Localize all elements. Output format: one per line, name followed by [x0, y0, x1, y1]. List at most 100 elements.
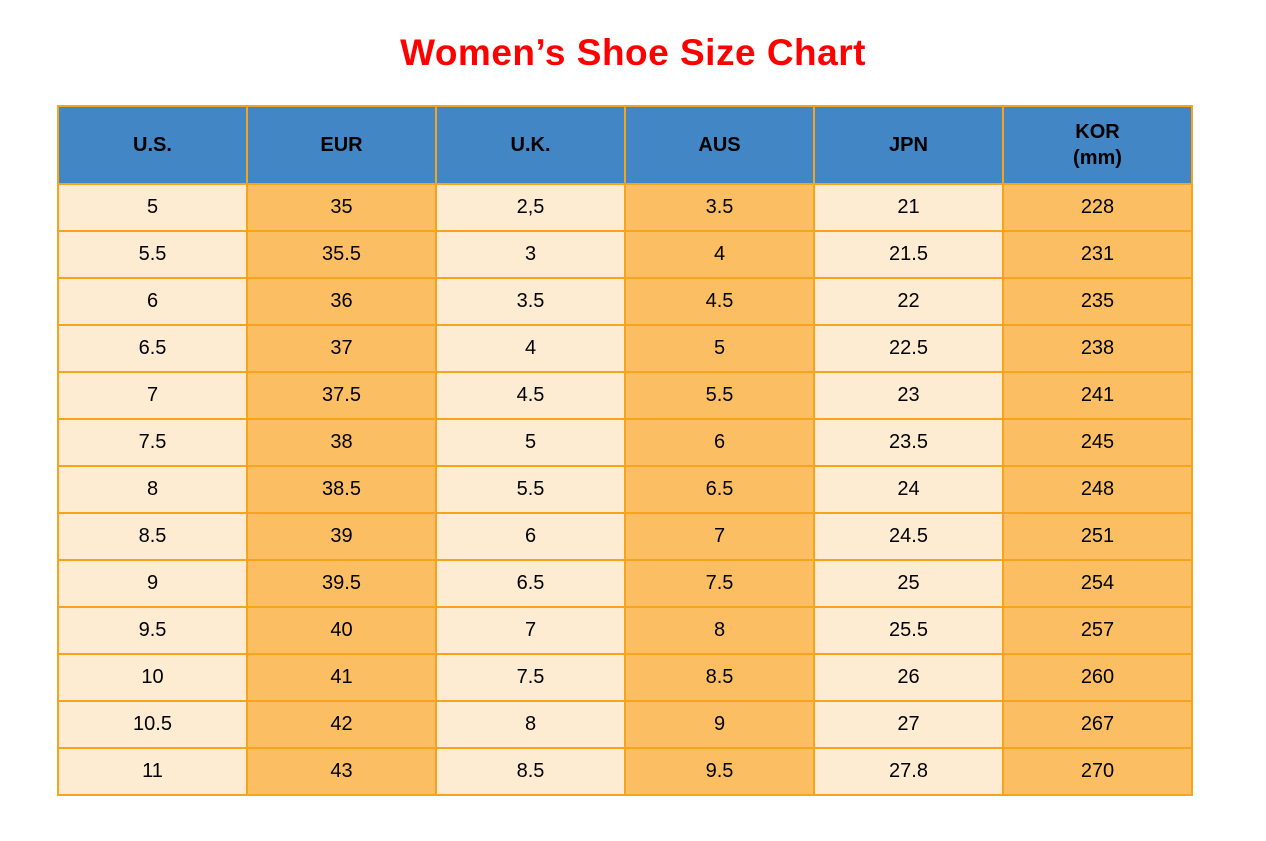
- size-cell: 27: [813, 700, 1004, 749]
- size-cell: 9.5: [57, 606, 248, 655]
- size-cell: 11: [57, 747, 248, 796]
- column-header-aus: AUS: [624, 105, 815, 185]
- size-cell: 270: [1002, 747, 1193, 796]
- size-cell: 37.5: [246, 371, 437, 420]
- table-row: 7.5 38 5 6 23.5 245: [57, 418, 1193, 467]
- size-cell: 35: [246, 183, 437, 232]
- size-cell: 6.5: [57, 324, 248, 373]
- table-header: U.S. EUR U.K. AUS JPN KOR (mm): [57, 105, 1193, 185]
- size-cell: 254: [1002, 559, 1193, 608]
- size-cell: 6.5: [624, 465, 815, 514]
- column-header-kor: KOR (mm): [1002, 105, 1193, 185]
- size-cell: 3: [435, 230, 626, 279]
- size-cell: 23: [813, 371, 1004, 420]
- header-row: U.S. EUR U.K. AUS JPN KOR (mm): [57, 105, 1193, 185]
- table-row: 5 35 2,5 3.5 21 228: [57, 183, 1193, 232]
- table-row: 9 39.5 6.5 7.5 25 254: [57, 559, 1193, 608]
- table-row: 8.5 39 6 7 24.5 251: [57, 512, 1193, 561]
- size-cell: 39.5: [246, 559, 437, 608]
- size-cell: 8: [624, 606, 815, 655]
- column-header-jpn: JPN: [813, 105, 1004, 185]
- size-cell: 40: [246, 606, 437, 655]
- size-cell: 24.5: [813, 512, 1004, 561]
- table-row: 6 36 3.5 4.5 22 235: [57, 277, 1193, 326]
- column-header-uk: U.K.: [435, 105, 626, 185]
- size-cell: 228: [1002, 183, 1193, 232]
- table-row: 10.5 42 8 9 27 267: [57, 700, 1193, 749]
- size-cell: 238: [1002, 324, 1193, 373]
- size-cell: 8: [57, 465, 248, 514]
- size-cell: 7.5: [435, 653, 626, 702]
- size-cell: 10.5: [57, 700, 248, 749]
- size-cell: 7: [624, 512, 815, 561]
- size-cell: 235: [1002, 277, 1193, 326]
- column-header-label: EUR: [320, 133, 363, 156]
- table-row: 6.5 37 4 5 22.5 238: [57, 324, 1193, 373]
- table-row: 10 41 7.5 8.5 26 260: [57, 653, 1193, 702]
- size-cell: 5.5: [624, 371, 815, 420]
- column-header-label: AUS: [698, 133, 741, 156]
- size-table-body: 5 35 2,5 3.5 21 228 5.5 35.5 3 4 21.5 231 6 36 3.5 4.5 2…: [57, 183, 1193, 796]
- size-cell: 23.5: [813, 418, 1004, 467]
- size-cell: 42: [246, 700, 437, 749]
- size-cell: 257: [1002, 606, 1193, 655]
- size-cell: 4.5: [435, 371, 626, 420]
- table-row: 9.5 40 7 8 25.5 257: [57, 606, 1193, 655]
- size-cell: 241: [1002, 371, 1193, 420]
- size-cell: 248: [1002, 465, 1193, 514]
- size-cell: 5: [435, 418, 626, 467]
- size-cell: 2,5: [435, 183, 626, 232]
- size-cell: 21: [813, 183, 1004, 232]
- size-cell: 251: [1002, 512, 1193, 561]
- size-cell: 8.5: [435, 747, 626, 796]
- size-cell: 6: [57, 277, 248, 326]
- size-cell: 43: [246, 747, 437, 796]
- size-cell: 5: [624, 324, 815, 373]
- size-cell: 10: [57, 653, 248, 702]
- column-header-label: JPN: [889, 133, 928, 156]
- size-cell: 35.5: [246, 230, 437, 279]
- column-header-label: U.S.: [133, 133, 172, 156]
- size-cell: 22.5: [813, 324, 1004, 373]
- size-cell: 3.5: [435, 277, 626, 326]
- size-cell: 5.5: [57, 230, 248, 279]
- size-cell: 37: [246, 324, 437, 373]
- size-cell: 25: [813, 559, 1004, 608]
- size-cell: 39: [246, 512, 437, 561]
- size-cell: 4.5: [624, 277, 815, 326]
- column-header-sublabel: (mm): [1073, 146, 1122, 169]
- size-cell: 38.5: [246, 465, 437, 514]
- size-cell: 4: [435, 324, 626, 373]
- size-cell: 8.5: [624, 653, 815, 702]
- size-cell: 41: [246, 653, 437, 702]
- size-cell: 9.5: [624, 747, 815, 796]
- column-header-label: U.K.: [510, 133, 551, 156]
- table-row: 5.5 35.5 3 4 21.5 231: [57, 230, 1193, 279]
- size-cell: 26: [813, 653, 1004, 702]
- size-cell: 7.5: [624, 559, 815, 608]
- size-cell: 8: [435, 700, 626, 749]
- size-cell: 231: [1002, 230, 1193, 279]
- size-cell: 7: [57, 371, 248, 420]
- size-cell: 7.5: [57, 418, 248, 467]
- size-cell: 8.5: [57, 512, 248, 561]
- size-cell: 9: [624, 700, 815, 749]
- column-header-us: U.S.: [57, 105, 248, 185]
- table-row: 11 43 8.5 9.5 27.8 270: [57, 747, 1193, 796]
- size-cell: 245: [1002, 418, 1193, 467]
- table-row: 7 37.5 4.5 5.5 23 241: [57, 371, 1193, 420]
- size-cell: 3.5: [624, 183, 815, 232]
- size-cell: 6.5: [435, 559, 626, 608]
- size-cell: 7: [435, 606, 626, 655]
- page-title: Women’s Shoe Size Chart: [400, 32, 866, 73]
- size-cell: 6: [435, 512, 626, 561]
- size-cell: 267: [1002, 700, 1193, 749]
- size-cell: 21.5: [813, 230, 1004, 279]
- size-cell: 9: [57, 559, 248, 608]
- shoe-size-table: U.S. EUR U.K. AUS JPN KOR (mm) 5 35 2,5 3.5 21 228 5…: [57, 105, 1193, 796]
- column-header-eur: EUR: [246, 105, 437, 185]
- size-cell: 25.5: [813, 606, 1004, 655]
- size-cell: 6: [624, 418, 815, 467]
- size-cell: 36: [246, 277, 437, 326]
